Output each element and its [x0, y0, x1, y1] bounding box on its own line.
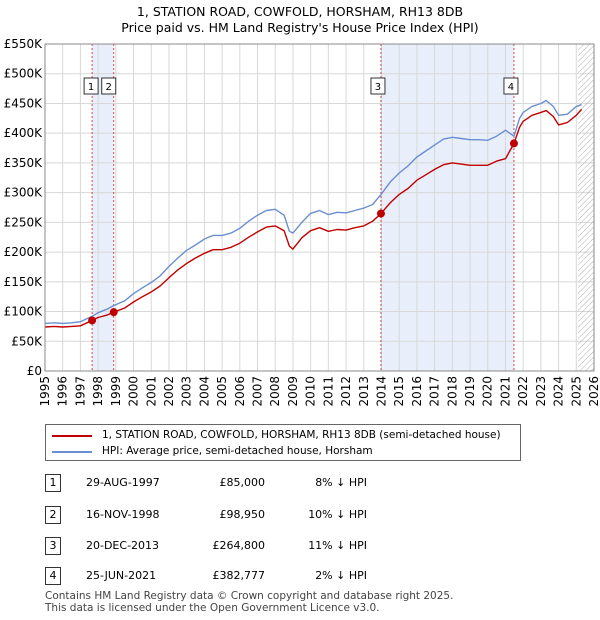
x-tick-label: 2001: [144, 376, 158, 407]
x-tick-label: 1997: [73, 376, 87, 407]
transaction-date: 25-JUN-2021: [86, 569, 157, 582]
x-tick-label: 2022: [516, 376, 530, 407]
x-tick-label: 2015: [392, 376, 406, 407]
transaction-price: £382,777: [212, 569, 266, 582]
legend: 1, STATION ROAD, COWFOLD, HORSHAM, RH13 …: [45, 424, 521, 461]
y-tick-label: £150K: [4, 275, 44, 289]
sale-label-box: [83, 77, 99, 95]
transaction-date: 16-NOV-1998: [86, 508, 160, 521]
transaction-date: 20-DEC-2013: [86, 539, 160, 552]
sale-point: [509, 139, 518, 148]
sale-point: [376, 209, 385, 218]
x-tick-label: 2008: [268, 376, 282, 407]
x-tick-label: 2013: [357, 376, 371, 407]
y-tick-label: £350K: [4, 156, 44, 170]
transaction-price: £98,950: [219, 508, 266, 521]
y-tick-label: £50K: [11, 334, 43, 348]
y-tick-label: £100K: [4, 305, 44, 319]
transaction-hpi-diff: 2% ↓ HPI: [315, 569, 367, 582]
legend-blue-line: [52, 451, 92, 453]
transaction-number: 1: [45, 474, 61, 492]
x-tick-label: 2009: [286, 376, 300, 407]
chart-title: 1, STATION ROAD, COWFOLD, HORSHAM, RH13 …: [136, 4, 464, 19]
footer-licence: This data is licensed under the Open Gov…: [45, 602, 380, 614]
transaction-hpi-diff: 8% ↓ HPI: [315, 476, 367, 489]
y-tick-label: £200K: [4, 245, 44, 259]
x-tick-label: 1995: [38, 376, 52, 407]
legend-hpi-label: HPI: Average price, semi-detached house,…: [102, 445, 373, 457]
x-tick-label: 2019: [463, 376, 477, 407]
sale-label: 3: [375, 82, 381, 93]
transaction-hpi-diff: 11% ↓ HPI: [308, 539, 367, 552]
x-tick-label: 2021: [498, 376, 512, 407]
sale-point: [88, 316, 97, 325]
forecast-hatch: [578, 44, 594, 371]
transaction-hpi-diff: 10% ↓ HPI: [308, 508, 367, 521]
sale-label: 2: [106, 82, 112, 93]
x-tick-label: 1999: [109, 376, 123, 407]
x-tick-label: 1998: [91, 376, 105, 407]
x-tick-label: 2020: [481, 376, 495, 407]
x-tick-label: 2023: [534, 376, 548, 407]
x-tick-label: 2010: [304, 376, 318, 407]
x-tick-label: 2003: [180, 376, 194, 407]
hpi-series-line: [44, 99, 582, 325]
transaction-date: 29-AUG-1997: [86, 476, 160, 489]
sale-label-box: [101, 77, 117, 95]
y-tick-label: £0: [27, 364, 42, 378]
price-chart: 1 2 3 4 £0 £50K £100K £150K £200K £250K £300K £350…: [4, 37, 600, 407]
x-tick-label: 2016: [410, 376, 424, 407]
x-tick-label: 2004: [197, 376, 211, 407]
x-tick-label: 2024: [552, 376, 566, 407]
x-tick-label: 2018: [445, 376, 459, 407]
x-tick-label: 2011: [321, 376, 335, 407]
shaded-period: [92, 44, 114, 371]
y-tick-label: £500K: [4, 67, 44, 81]
sale-point: [109, 308, 118, 317]
y-tick-label: £550K: [4, 37, 44, 51]
chart-subtitle: Price paid vs. HM Land Registry's House …: [121, 20, 479, 35]
x-tick-label: 2017: [428, 376, 442, 407]
y-tick-label: £250K: [4, 215, 44, 229]
transaction-number: 2: [45, 506, 61, 524]
legend-red-line: [52, 435, 92, 437]
x-tick-label: 2026: [587, 376, 600, 407]
transaction-price: £85,000: [219, 476, 266, 489]
footer-copyright: Contains HM Land Registry data © Crown c…: [45, 590, 454, 602]
transaction-number: 4: [45, 567, 61, 585]
sale-label: 1: [88, 82, 94, 93]
x-tick-label: 2014: [374, 376, 388, 407]
x-tick-label: 2025: [569, 376, 583, 407]
plot-frame: [44, 43, 595, 372]
y-tick-label: £400K: [4, 126, 44, 140]
transaction-number: 3: [45, 537, 61, 555]
sale-label: 4: [508, 82, 514, 93]
x-tick-label: 2000: [127, 376, 141, 407]
transaction-price: £264,800: [212, 539, 266, 552]
property-series-line: [44, 108, 583, 328]
x-tick-label: 2006: [233, 376, 247, 407]
legend-property-label: 1, STATION ROAD, COWFOLD, HORSHAM, RH13 …: [102, 429, 501, 441]
sale-label-box: [503, 77, 519, 95]
sale-label-box: [370, 77, 386, 95]
x-tick-label: 2002: [162, 376, 176, 407]
x-tick-label: 2012: [339, 376, 353, 407]
x-tick-label: 2005: [215, 376, 229, 407]
y-tick-label: £300K: [4, 186, 44, 200]
y-tick-label: £450K: [4, 96, 44, 110]
x-tick-label: 1996: [56, 376, 70, 407]
shaded-period: [380, 44, 514, 371]
x-tick-label: 2007: [251, 376, 265, 407]
